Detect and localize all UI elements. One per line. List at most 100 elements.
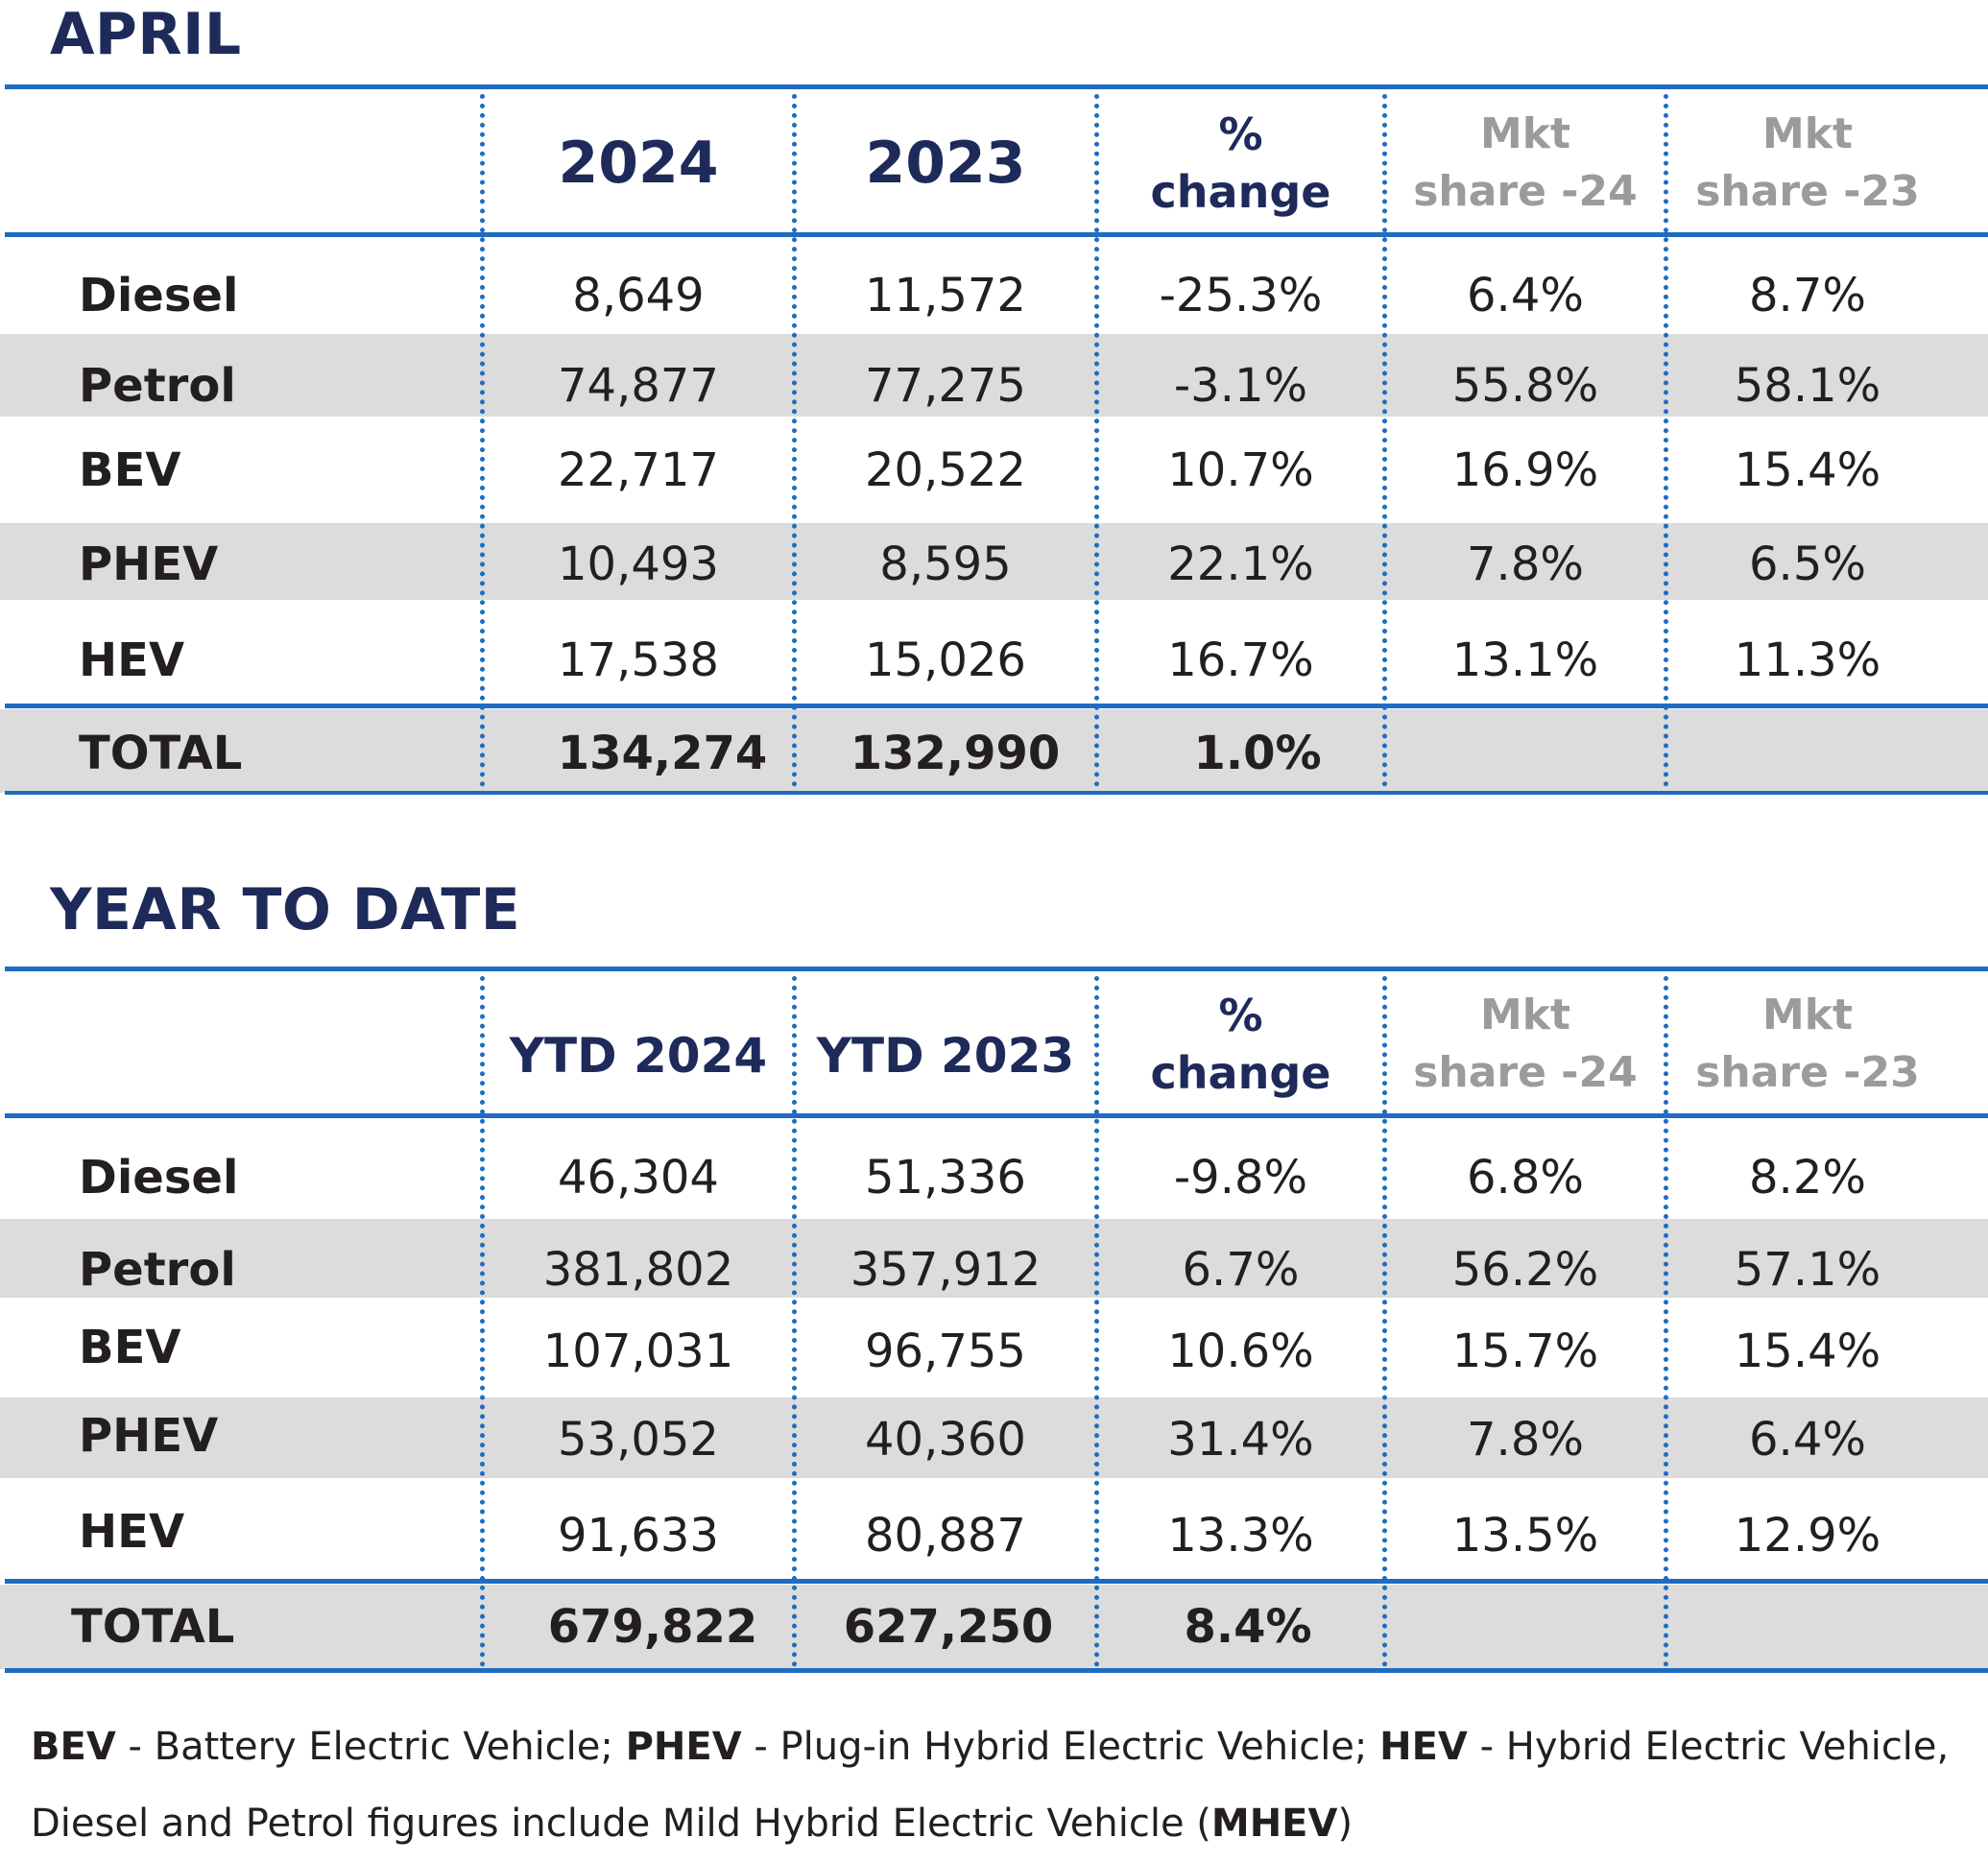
april-cell-2024: 10,493 bbox=[558, 537, 719, 591]
april-title: APRIL bbox=[50, 1, 242, 68]
ytd-col-sep bbox=[1382, 976, 1387, 1667]
april-row-bg-phev bbox=[0, 523, 1988, 600]
ytd-header-2024: YTD 2024 bbox=[509, 1028, 768, 1084]
footnote-line-1: BEV - Battery Electric Vehicle; PHEV - P… bbox=[31, 1708, 1970, 1785]
april-header-change-line2: change bbox=[1150, 166, 1331, 218]
april-header-mkt24-line2: share -24 bbox=[1413, 167, 1638, 216]
ytd-row-bev: BEV 107,031 96,755 10.6% 15.7% 15.4% bbox=[0, 1313, 1988, 1390]
ytd-header-mkt24: Mkt share -24 bbox=[1387, 977, 1664, 1111]
april-cell-2024: 22,717 bbox=[558, 443, 719, 497]
ytd-header-mkt23-line1: Mkt bbox=[1761, 991, 1854, 1039]
footnote-line-2: Diesel and Petrol figures include Mild H… bbox=[31, 1785, 1970, 1862]
april-cell-2024: 17,538 bbox=[558, 633, 719, 687]
ytd-cell-2024: 381,802 bbox=[542, 1243, 734, 1297]
april-row-total: TOTAL 134,274 132,990 1.0% bbox=[0, 715, 1988, 792]
april-row-phev: PHEV 10,493 8,595 22.1% 7.8% 6.5% bbox=[0, 526, 1988, 603]
april-cell-2023: 11,572 bbox=[865, 269, 1026, 322]
april-cell-2024: 8,649 bbox=[572, 269, 705, 322]
ytd-header-change-line1: % bbox=[1218, 990, 1263, 1041]
april-header-mkt23-line1: Mkt bbox=[1761, 109, 1854, 158]
ytd-cell-2023: 357,912 bbox=[850, 1243, 1042, 1297]
ytd-row-phev: PHEV 53,052 40,360 31.4% 7.8% 6.4% bbox=[0, 1401, 1988, 1478]
april-cell-mkt24: 55.8% bbox=[1451, 359, 1599, 413]
ytd-cell-mkt24: 15.7% bbox=[1451, 1325, 1599, 1378]
april-row-bev: BEV 22,717 20,522 10.7% 16.9% 15.4% bbox=[0, 432, 1988, 509]
ytd-row-label: Petrol bbox=[79, 1243, 236, 1297]
ytd-cell-change: 10.6% bbox=[1167, 1325, 1314, 1378]
ytd-total-2024: 679,822 bbox=[547, 1600, 758, 1654]
ytd-title: YEAR TO DATE bbox=[50, 876, 521, 943]
ytd-cell-mkt23: 6.4% bbox=[1749, 1413, 1866, 1467]
ytd-row-petrol: Petrol 381,802 357,912 6.7% 56.2% 57.1% bbox=[0, 1231, 1988, 1308]
footnote-mhev-close: ) bbox=[1337, 1802, 1353, 1846]
ytd-cell-change: 31.4% bbox=[1167, 1413, 1314, 1467]
ytd-row-total: TOTAL 679,822 627,250 8.4% bbox=[0, 1588, 1988, 1665]
april-cell-2023: 15,026 bbox=[865, 633, 1026, 687]
april-cell-mkt23: 58.1% bbox=[1734, 359, 1881, 413]
ytd-row-label: Diesel bbox=[79, 1151, 239, 1205]
april-col-sep bbox=[1664, 94, 1668, 787]
april-cell-2024: 74,877 bbox=[558, 359, 719, 413]
ytd-row-bg-total bbox=[0, 1585, 1988, 1669]
ytd-cell-mkt24: 56.2% bbox=[1451, 1243, 1599, 1297]
april-bottom-rule bbox=[5, 791, 1988, 795]
ytd-cell-change: 13.3% bbox=[1167, 1509, 1314, 1563]
ytd-top-rule bbox=[5, 967, 1988, 971]
ytd-cell-2024: 107,031 bbox=[542, 1325, 734, 1378]
april-cell-change: 22.1% bbox=[1167, 537, 1314, 591]
ytd-cell-2023: 40,360 bbox=[865, 1413, 1026, 1467]
april-total-change: 1.0% bbox=[1193, 727, 1322, 780]
ytd-header-mkt24-line1: Mkt bbox=[1479, 991, 1571, 1039]
ytd-col-sep bbox=[480, 976, 485, 1667]
ytd-cell-mkt23: 57.1% bbox=[1734, 1243, 1881, 1297]
april-col-sep bbox=[1094, 94, 1099, 787]
april-row-label: Petrol bbox=[79, 359, 236, 413]
footnote-bev-desc: - Battery Electric Vehicle; bbox=[115, 1725, 626, 1769]
april-cell-change: -3.1% bbox=[1173, 359, 1308, 413]
april-row-bg-total bbox=[0, 709, 1988, 793]
footnote-phev-desc: - Plug-in Hybrid Electric Vehicle; bbox=[741, 1725, 1380, 1769]
ytd-total-rule bbox=[5, 1579, 1988, 1584]
ytd-cell-change: -9.8% bbox=[1173, 1151, 1308, 1205]
april-total-rule bbox=[5, 704, 1988, 708]
ytd-col-sep bbox=[792, 976, 797, 1667]
april-header-mkt23-line2: share -23 bbox=[1695, 167, 1920, 216]
april-cell-change: 16.7% bbox=[1167, 633, 1314, 687]
ytd-cell-change: 6.7% bbox=[1182, 1243, 1300, 1297]
ytd-col-sep bbox=[1094, 976, 1099, 1667]
april-cell-mkt23: 6.5% bbox=[1749, 537, 1866, 591]
footnote-hev-desc: - Hybrid Electric Vehicle, bbox=[1467, 1725, 1950, 1769]
ytd-total-change: 8.4% bbox=[1184, 1600, 1312, 1654]
ytd-total-2023: 627,250 bbox=[843, 1600, 1054, 1654]
april-cell-2023: 8,595 bbox=[879, 537, 1012, 591]
footnote-phev-abbr: PHEV bbox=[625, 1725, 742, 1769]
april-header-2023: 2023 bbox=[865, 130, 1026, 197]
april-row-label: Diesel bbox=[79, 269, 239, 322]
ytd-row-bg-phev bbox=[0, 1397, 1988, 1478]
ytd-cell-mkt23: 15.4% bbox=[1734, 1325, 1881, 1378]
april-col-sep bbox=[480, 94, 485, 787]
footnote-bev-abbr: BEV bbox=[31, 1725, 116, 1769]
ytd-header-change: % change bbox=[1099, 977, 1382, 1111]
april-row-diesel: Diesel 8,649 11,572 -25.3% 6.4% 8.7% bbox=[0, 257, 1988, 334]
ytd-row-diesel: Diesel 46,304 51,336 -9.8% 6.8% 8.2% bbox=[0, 1139, 1988, 1216]
ytd-header-mkt23: Mkt share -23 bbox=[1668, 977, 1947, 1111]
ytd-header-mkt23-line2: share -23 bbox=[1695, 1048, 1920, 1097]
april-row-petrol: Petrol 74,877 77,275 -3.1% 55.8% 58.1% bbox=[0, 347, 1988, 424]
april-cell-mkt24: 7.8% bbox=[1467, 537, 1584, 591]
april-header-change: % change bbox=[1099, 96, 1382, 230]
ytd-cell-2024: 91,633 bbox=[558, 1509, 719, 1563]
april-cell-mkt24: 13.1% bbox=[1451, 633, 1599, 687]
april-cell-mkt23: 15.4% bbox=[1734, 443, 1881, 497]
ytd-header-change-line2: change bbox=[1150, 1047, 1331, 1099]
ytd-row-bg-petrol bbox=[0, 1219, 1988, 1298]
footnote-hev-abbr: HEV bbox=[1379, 1725, 1468, 1769]
ytd-bottom-rule bbox=[5, 1668, 1988, 1673]
april-header-rule bbox=[5, 232, 1988, 237]
ytd-cell-mkt23: 8.2% bbox=[1749, 1151, 1866, 1205]
april-cell-change: -25.3% bbox=[1159, 269, 1323, 322]
ytd-row-label: TOTAL bbox=[71, 1600, 235, 1654]
ytd-cell-mkt24: 6.8% bbox=[1467, 1151, 1584, 1205]
april-total-2023: 132,990 bbox=[850, 727, 1061, 780]
ytd-cell-mkt24: 7.8% bbox=[1467, 1413, 1584, 1467]
